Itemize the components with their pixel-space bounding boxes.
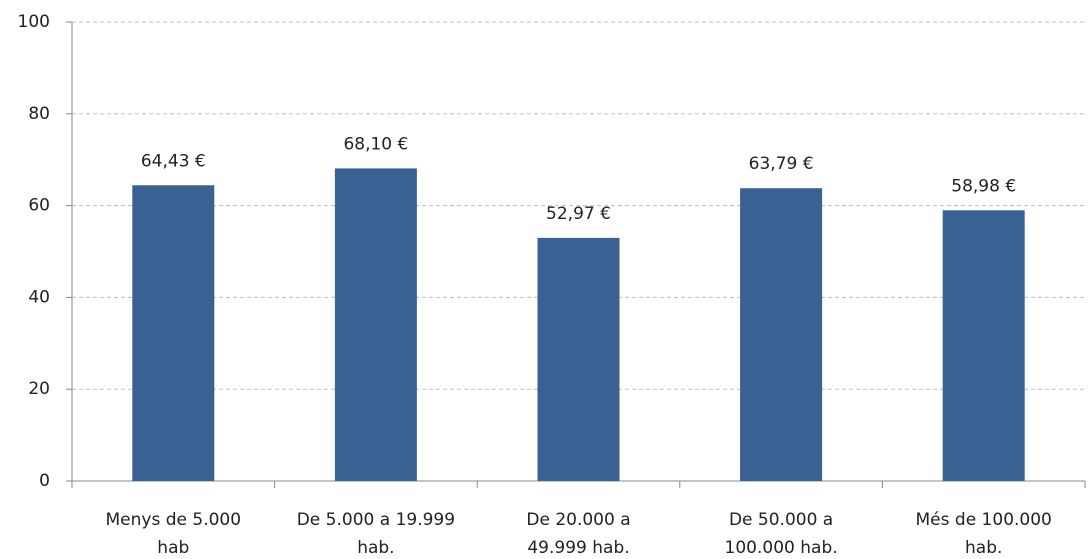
y-tick-label: 100 (18, 12, 50, 32)
y-tick-label: 60 (28, 196, 50, 216)
bar (537, 237, 620, 481)
x-tick-label: Menys de 5.000 (106, 510, 242, 530)
x-tick-label: De 5.000 a 19.999 (297, 510, 455, 530)
bar (132, 185, 215, 481)
x-tick-label: hab. (357, 538, 394, 558)
value-label: 58,98 € (951, 176, 1016, 196)
x-tick-label: De 20.000 a (526, 510, 630, 530)
y-tick-label: 80 (28, 104, 50, 124)
x-tick-label: De 50.000 a (729, 510, 833, 530)
bar (942, 210, 1025, 481)
y-tick-label: 20 (28, 379, 50, 399)
x-tick-label: Més de 100.000 (916, 510, 1052, 530)
x-tick-label: 49.999 hab. (527, 538, 629, 558)
x-tick-label: 100.000 hab. (725, 538, 838, 558)
value-label: 63,79 € (749, 154, 814, 174)
bar (740, 188, 823, 481)
value-label: 52,97 € (546, 204, 611, 224)
y-tick-label: 40 (28, 287, 50, 307)
x-tick-label: hab (157, 538, 189, 558)
value-label: 64,43 € (141, 151, 206, 171)
y-tick-label: 0 (39, 471, 50, 491)
x-tick-label: hab. (965, 538, 1002, 558)
value-label: 68,10 € (343, 134, 408, 154)
bar (334, 168, 417, 481)
